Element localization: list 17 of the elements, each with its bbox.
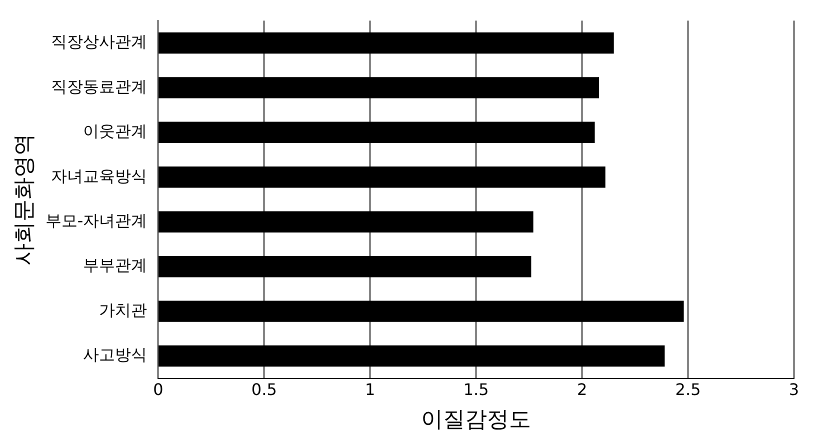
- y-tick-label: 자녀교육방식: [51, 166, 148, 186]
- x-tick-label: 3: [788, 380, 800, 400]
- x-tick-label: 1: [365, 380, 376, 400]
- x-tick-label: 0.5: [251, 380, 277, 400]
- x-tick-label: 2: [576, 380, 588, 400]
- x-tick-label: 2.5: [675, 380, 701, 400]
- y-axis-title: 사회문화영역: [12, 134, 37, 266]
- y-tick-label: 직장동료관계: [51, 76, 148, 96]
- y-tick-label: 직장상사관계: [51, 32, 148, 52]
- x-axis-title: 이질감정도: [421, 408, 532, 433]
- y-tick-label: 가치관: [99, 300, 148, 320]
- x-tick-label: 1.5: [463, 380, 489, 400]
- y-tick-label: 사고방식: [83, 345, 148, 364]
- y-tick-label: 이웃관계: [83, 122, 148, 141]
- y-tick-label: 부부관계: [83, 256, 148, 275]
- x-tick-label: 0: [153, 380, 164, 400]
- y-tick-label: 부모-자녀관계: [45, 211, 148, 230]
